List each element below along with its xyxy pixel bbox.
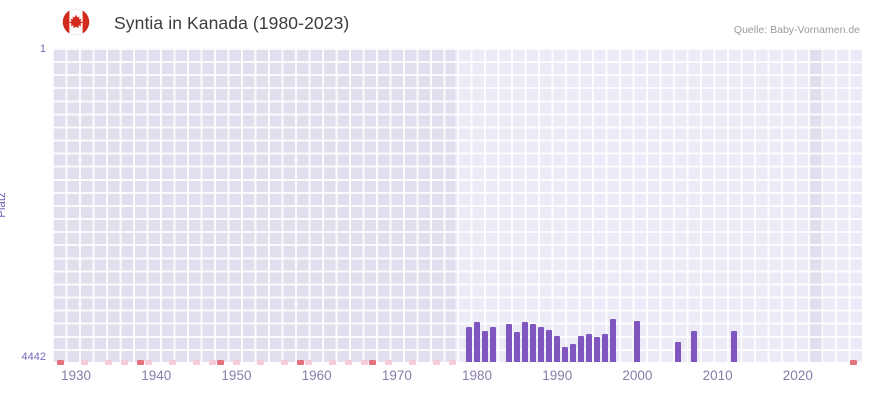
bar-1995[interactable] (594, 337, 601, 362)
x-tick-1990: 1990 (542, 368, 573, 383)
bar-1989[interactable] (546, 330, 553, 362)
red-axis-marker-1938 (136, 360, 144, 365)
bar-1986[interactable] (522, 321, 529, 362)
y-axis-title: Platz (0, 192, 9, 218)
red-axis-marker-1948 (216, 360, 224, 365)
red-axis-marker-2027 (850, 360, 858, 365)
bar-1980[interactable] (474, 322, 481, 362)
bar-2012[interactable] (730, 330, 737, 362)
x-tick-1930: 1930 (61, 368, 92, 383)
highlight-band-1 (824, 48, 862, 362)
x-tick-1940: 1940 (141, 368, 172, 383)
pink-axis-marker-1947 (208, 360, 216, 365)
pink-axis-marker-1936 (120, 360, 128, 365)
red-axis-marker-1958 (297, 360, 305, 365)
pink-axis-marker-1939 (144, 360, 152, 365)
bar-2005[interactable] (674, 342, 681, 362)
bar-1985[interactable] (514, 331, 521, 362)
pink-axis-marker-1964 (345, 360, 353, 365)
pink-axis-marker-1972 (409, 360, 417, 365)
red-axis-marker-1928 (56, 360, 64, 365)
bar-1991[interactable] (562, 347, 569, 362)
bar-1994[interactable] (586, 333, 593, 362)
bar-1992[interactable] (570, 343, 577, 362)
pink-axis-marker-1969 (385, 360, 393, 365)
pink-axis-marker-1931 (80, 360, 88, 365)
x-tick-2010: 2010 (702, 368, 733, 383)
x-tick-1980: 1980 (462, 368, 493, 383)
bar-2000[interactable] (634, 320, 641, 362)
bar-1987[interactable] (530, 323, 537, 362)
bar-1982[interactable] (490, 327, 497, 362)
pink-axis-marker-1977 (449, 360, 457, 365)
pink-axis-marker-1945 (192, 360, 200, 365)
x-tick-1960: 1960 (301, 368, 332, 383)
x-axis: 1930 1940 1950 1960 1970 1980 1990 2000 2010 2020 (52, 368, 862, 388)
bar-1996[interactable] (602, 333, 609, 362)
bar-1993[interactable] (578, 336, 585, 362)
x-tick-1970: 1970 (381, 368, 412, 383)
y-tick-bottom: 4442 (21, 351, 46, 363)
red-axis-marker-1967 (369, 360, 377, 365)
pink-axis-marker-1956 (281, 360, 289, 365)
pink-axis-marker-1934 (104, 360, 112, 365)
bar-1988[interactable] (538, 327, 545, 362)
x-tick-1950: 1950 (221, 368, 252, 383)
x-tick-2020: 2020 (782, 368, 813, 383)
y-tick-top: 1 (39, 43, 46, 55)
plot-area (52, 48, 862, 365)
pink-axis-marker-1942 (168, 360, 176, 365)
bar-1979[interactable] (466, 326, 473, 362)
source-attribution: Quelle: Baby-Vornamen.de (733, 24, 860, 36)
pink-axis-marker-1953 (257, 360, 264, 365)
highlight-band-0 (455, 48, 809, 362)
bar-1984[interactable] (506, 324, 513, 362)
bar-1990[interactable] (554, 336, 561, 362)
pink-axis-marker-1975 (433, 360, 441, 365)
bar-1981[interactable] (482, 330, 489, 362)
bar-2007[interactable] (690, 330, 697, 362)
canada-flag-icon (62, 8, 90, 36)
pink-axis-marker-1959 (305, 360, 313, 365)
pink-axis-marker-1966 (361, 360, 369, 365)
chart-title: Syntia in Kanada (1980-2023) (114, 13, 350, 33)
pink-axis-marker-1950 (232, 360, 240, 365)
pink-axis-marker-1962 (329, 360, 337, 365)
bar-1997[interactable] (610, 319, 617, 362)
x-tick-2000: 2000 (622, 368, 653, 383)
